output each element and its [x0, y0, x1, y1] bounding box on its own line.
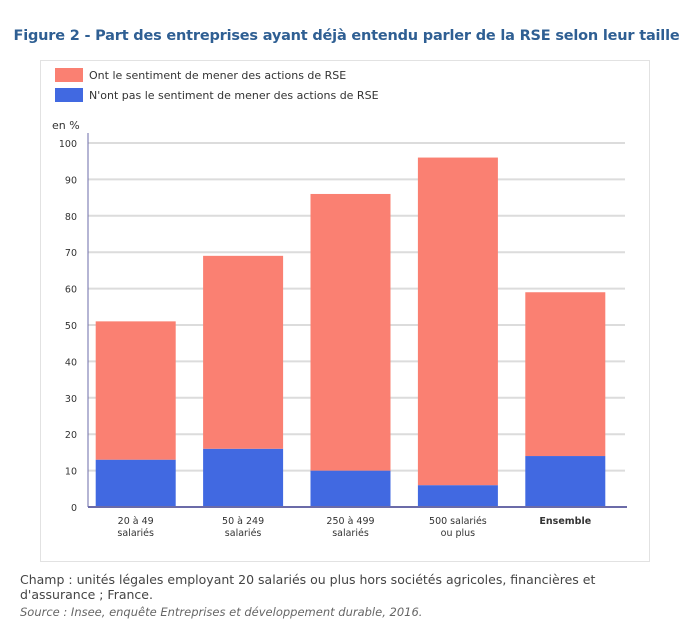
x-tick-label: salariés	[117, 528, 154, 539]
x-tick-label: 500 salariés	[429, 516, 487, 527]
bar-segment	[525, 292, 606, 457]
x-tick-label: 20 à 49	[118, 516, 154, 527]
figure-title: Figure 2 - Part des entreprises ayant dé…	[13, 28, 680, 44]
bar-segment	[310, 470, 391, 507]
bar-segment	[95, 459, 176, 507]
champ-note: Champ : unités légales employant 20 sala…	[20, 572, 596, 602]
y-tick-label: 10	[65, 467, 77, 478]
chart-frame	[40, 60, 650, 562]
x-tick-label: ou plus	[441, 528, 476, 539]
legend-swatch	[55, 88, 83, 102]
y-axis-label: en %	[52, 119, 80, 132]
source-note: Source : Insee, enquête Entreprises et d…	[20, 605, 423, 619]
bar-segment	[417, 157, 498, 486]
legend-label: Ont le sentiment de mener des actions de…	[89, 68, 347, 82]
y-tick-label: 40	[65, 357, 77, 368]
x-tick-label: salariés	[225, 528, 262, 539]
bar-segment	[95, 321, 176, 460]
y-tick-label: 0	[71, 503, 77, 514]
legend-label: N'ont pas le sentiment de mener des acti…	[89, 88, 379, 102]
y-tick-label: 30	[65, 394, 77, 405]
y-tick-label: 90	[65, 175, 77, 186]
y-tick-label: 80	[65, 212, 77, 223]
bar-segment	[417, 485, 498, 507]
legend-item-nont: N'ont pas le sentiment de mener des acti…	[55, 88, 379, 102]
bar-segment	[525, 456, 606, 507]
x-tick-label: 250 à 499	[326, 516, 374, 527]
x-tick-label: 50 à 249	[222, 516, 264, 527]
legend-item-ont: Ont le sentiment de mener des actions de…	[55, 68, 346, 82]
legend-swatch	[55, 68, 83, 82]
y-tick-label: 60	[65, 285, 77, 296]
bar-segment	[310, 193, 391, 471]
bar-segment	[203, 255, 284, 449]
bar-segment	[203, 448, 284, 507]
x-tick-label: salariés	[332, 528, 369, 539]
y-tick-label: 100	[59, 139, 77, 150]
y-tick-label: 70	[65, 248, 77, 259]
x-tick-label: Ensemble	[539, 516, 591, 527]
y-tick-label: 50	[65, 321, 77, 332]
y-tick-label: 20	[65, 430, 77, 441]
